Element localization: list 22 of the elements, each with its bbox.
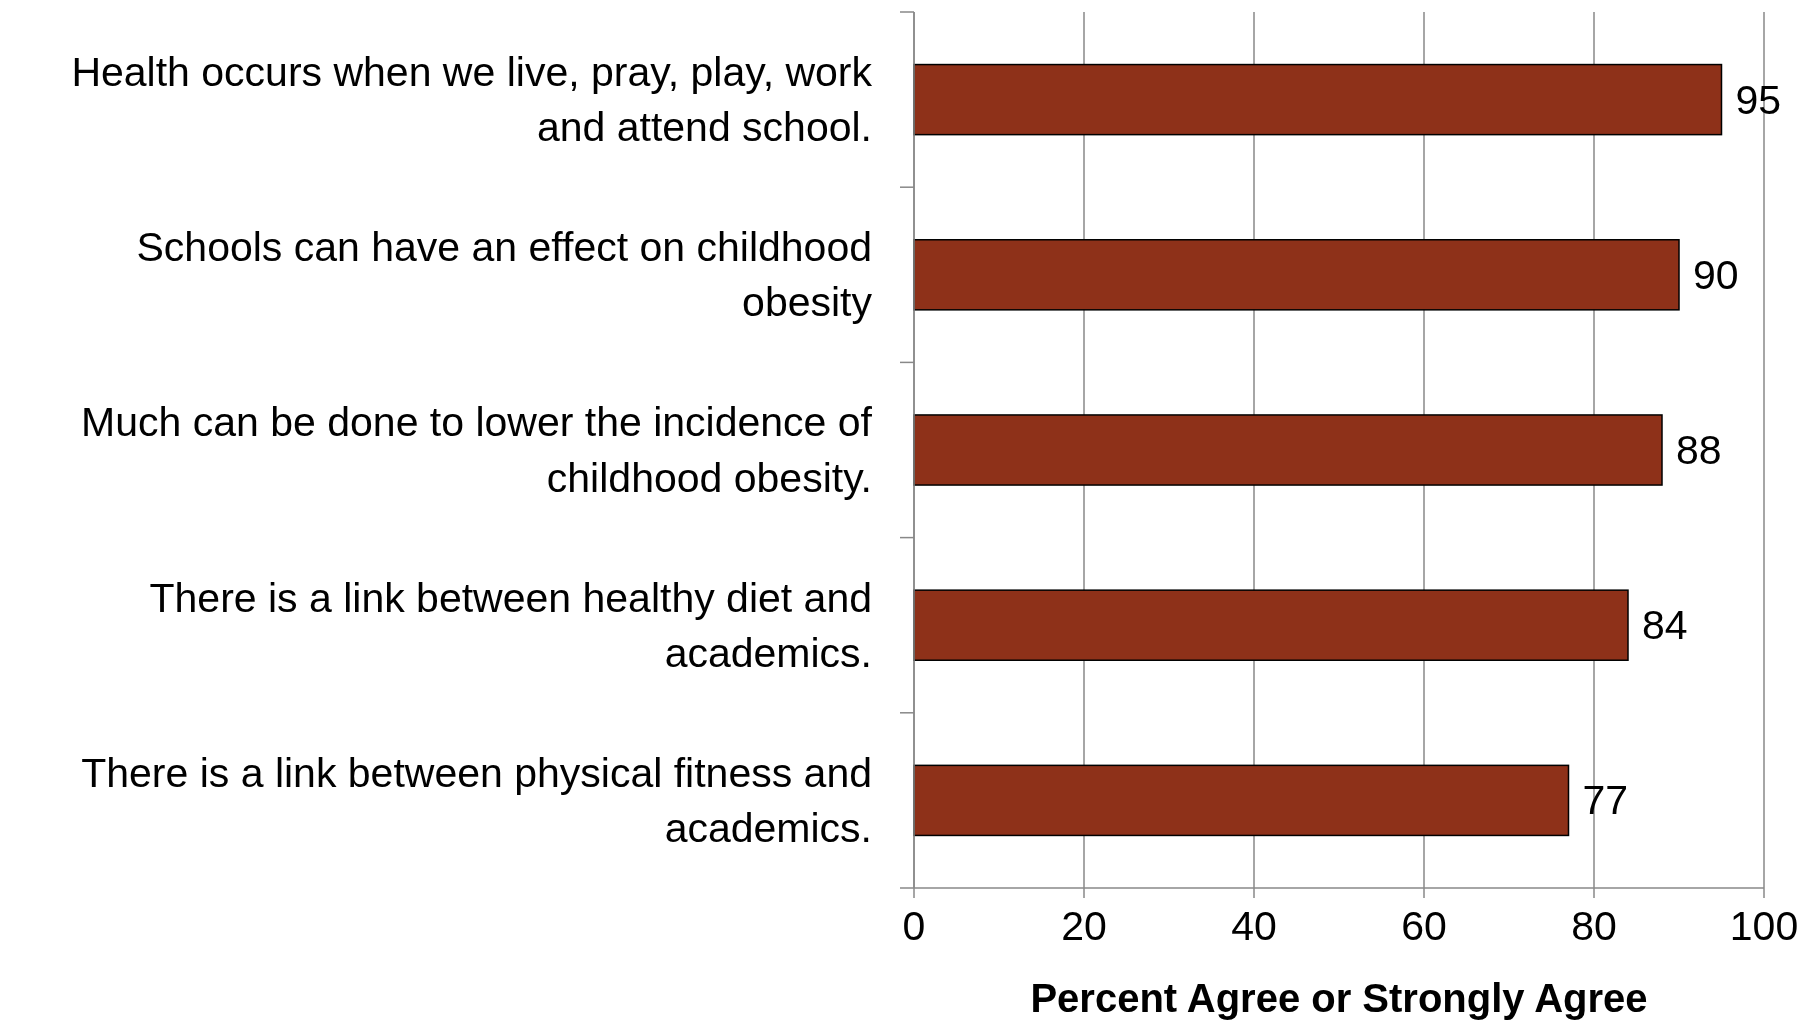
- data-label: 84: [1642, 602, 1688, 649]
- x-tick-label: 0: [902, 903, 926, 949]
- y-tick-label: Much can be done to lower the incidence of childhood obesity.: [81, 399, 873, 501]
- data-label: 88: [1676, 427, 1722, 473]
- data-label: 90: [1693, 251, 1739, 298]
- y-tick-label: Health occurs when we live, pray, play, work and attend school.: [71, 48, 873, 151]
- x-tick-label: 20: [1061, 903, 1107, 949]
- bar: [913, 589, 1629, 661]
- x-axis-title: Percent Agree or Strongly Agree: [1030, 976, 1648, 1020]
- x-tick-label: 100: [1729, 903, 1799, 949]
- x-tick-label: 80: [1571, 903, 1617, 949]
- y-tick-label: There is a link between physical fitness and academics.: [81, 749, 872, 852]
- y-tick-label: There is a link between healthy diet and academics.: [149, 574, 872, 676]
- x-tick-label: 60: [1401, 903, 1447, 949]
- y-tick-label: Schools can have an effect on childhood obesity: [136, 224, 873, 326]
- data-label: 77: [1582, 777, 1629, 824]
- bar: [913, 764, 1570, 837]
- x-tick-label: 40: [1231, 903, 1277, 949]
- bar: [913, 63, 1723, 136]
- bar: [913, 414, 1663, 486]
- bar: [913, 239, 1680, 311]
- data-label: 95: [1735, 76, 1782, 123]
